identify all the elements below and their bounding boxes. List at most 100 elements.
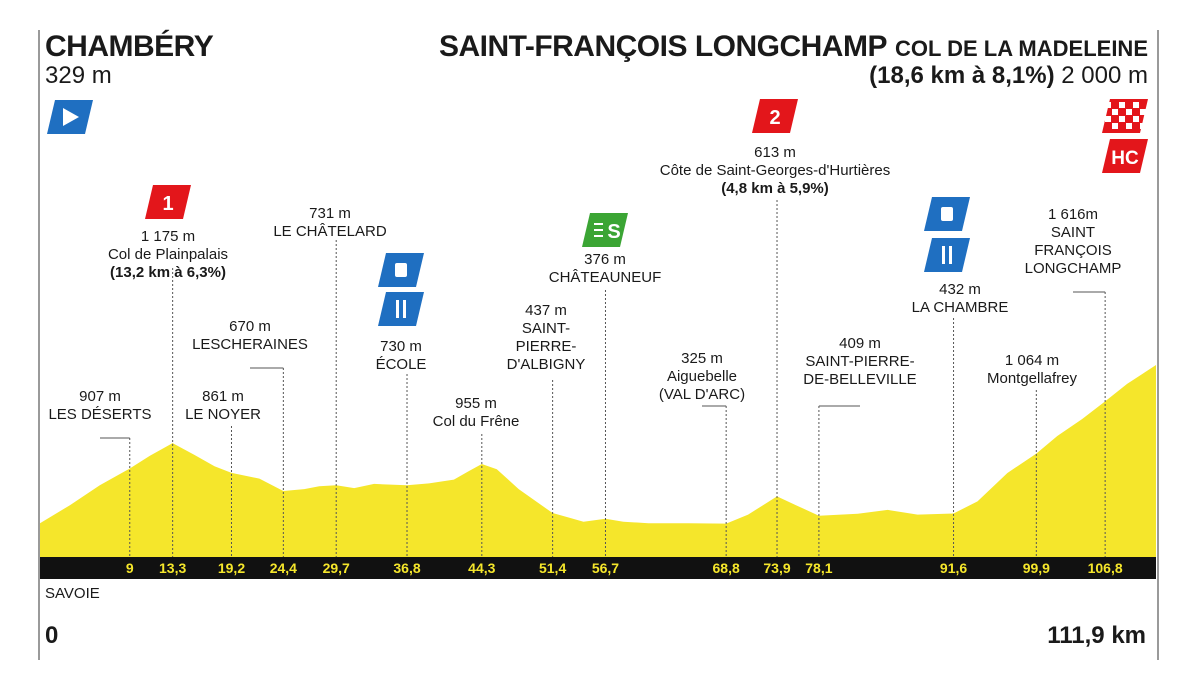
waypoint-label: 432 m LA CHAMBRE (912, 281, 1009, 317)
waypoint-name: LE NOYER (185, 406, 261, 423)
hc-label: HC (1111, 148, 1139, 169)
waypoint-name: LE CHÂTELARD (273, 223, 387, 240)
waypoint-name: FRANÇOIS (1034, 242, 1112, 259)
waypoint-name: Col du Frêne (432, 413, 520, 430)
checker-square (1140, 109, 1146, 115)
waypoint-climb: (13,2 km à 6,3%) (110, 264, 226, 281)
waypoint-altitude: 1 175 m (140, 228, 196, 245)
waypoint-name: (VAL D'ARC) (658, 386, 746, 403)
waypoint-name: ÉCOLE (375, 356, 427, 373)
profile-area (40, 365, 1156, 557)
waypoint-name: Aiguebelle (666, 368, 738, 385)
km-tick-label: 68,8 (713, 560, 740, 576)
kom-cat1-badge (145, 185, 191, 219)
waypoint-label: 861 m LE NOYER (185, 388, 261, 424)
waypoint-altitude: 325 m (681, 350, 723, 367)
waypoint-label: 437 m SAINT- PIERRE- D'ALBIGNY (507, 302, 586, 374)
fork-icon (942, 246, 945, 264)
km-tick-label: 9 (126, 560, 134, 576)
finish-altitude: 2 000 m (1061, 62, 1148, 89)
waypoint-name: DE-BELLEVILLE (803, 371, 917, 388)
waypoint-altitude: 409 m (839, 335, 881, 352)
waypoint-name: PIERRE- (515, 338, 577, 355)
frame-right-line (1157, 30, 1159, 660)
sprint-badge (582, 213, 628, 247)
waypoint-label: 1 064 m Montgellafrey (987, 352, 1077, 388)
km-tick-label: 91,6 (940, 560, 967, 576)
waypoint-name: SAINT- (521, 320, 571, 337)
checker-square (1140, 123, 1146, 129)
waypoint-name: Montgellafrey (986, 370, 1078, 387)
waypoint-name: LESCHERAINES (192, 336, 308, 353)
km-tick-label: 73,9 (763, 560, 790, 576)
waypoint-label: 1 616m SAINT FRANÇOIS LONGCHAMP (1025, 206, 1122, 278)
frame-left-line (38, 30, 40, 660)
waypoint-altitude: 1 616m (1047, 206, 1099, 223)
knife-icon (403, 300, 406, 318)
finish-header: SAINT-FRANÇOIS LONGCHAMP COL DE LA MADELE… (439, 30, 1148, 64)
waypoint-name: Côte de Saint-Georges-d'Hurtières (659, 162, 891, 179)
waypoint-label: 731 m LE CHÂTELARD (273, 205, 386, 241)
start-town: CHAMBÉRY (45, 30, 214, 63)
waypoint-altitude: 730 m (380, 338, 422, 355)
kom-cat1-label: 1 (162, 193, 173, 215)
knife-icon (949, 246, 952, 264)
finish-col: COL DE LA MADELEINE (894, 36, 1148, 61)
km-tick-label: 36,8 (393, 560, 420, 576)
checker-square (1112, 123, 1118, 129)
waypoint-label: 376 m CHÂTEAUNEUF (549, 251, 662, 287)
distance-start: 0 (45, 622, 59, 649)
checker-square (1126, 109, 1132, 115)
waypoint-altitude: 731 m (309, 205, 351, 222)
finish-town: SAINT-FRANÇOIS LONGCHAMP (438, 30, 888, 63)
km-tick-label: 99,9 (1023, 560, 1050, 576)
distance-end: 111,9 km (1047, 622, 1146, 649)
hc-badge (1102, 139, 1148, 173)
waypoint-name: LA CHAMBRE (911, 299, 1009, 316)
region-label: SAVOIE (45, 585, 100, 602)
waypoint-altitude: 1 064 m (1004, 352, 1060, 369)
bottle-icon (941, 207, 953, 221)
waypoint-altitude: 376 m (584, 251, 626, 268)
km-tick-label: 13,3 (159, 560, 186, 576)
play-triangle-icon (63, 108, 79, 126)
fork-icon (396, 300, 399, 318)
waypoint-altitude: 861 m (202, 388, 244, 405)
food-zone-icon (924, 238, 970, 272)
waypoint-altitude: 613 m (754, 144, 796, 161)
km-tick-label: 29,7 (323, 560, 350, 576)
checker-square (1119, 102, 1125, 108)
waypoint-altitude: 907 m (79, 388, 121, 405)
kom-cat2-label: 2 (769, 107, 780, 129)
waypoint-label: 1 175 m Col de Plainpalais (13,2 km à 6,3%… (108, 228, 228, 282)
kom-cat2-badge (752, 99, 798, 133)
km-tick-label: 19,2 (218, 560, 245, 576)
km-tick-label: 51,4 (539, 560, 566, 576)
waypoint-name: SAINT (1050, 224, 1096, 241)
waypoint-label: 730 m ÉCOLE (376, 338, 427, 374)
waypoint-altitude: 437 m (525, 302, 567, 319)
waypoint-name: D'ALBIGNY (506, 356, 586, 373)
finish-climb: (18,6 km à 8,1%) (869, 62, 1055, 89)
checker-square (1119, 116, 1125, 122)
bottle-icon (395, 263, 407, 277)
km-tick-label: 106,8 (1088, 560, 1123, 576)
waypoint-label: 955 m Col du Frêne (433, 395, 520, 431)
finish-subheader: (18,6 km à 8,1%) 2 000 m (869, 62, 1148, 90)
waypoint-name: LES DÉSERTS (48, 406, 152, 423)
waypoint-name: LONGCHAMP (1024, 260, 1122, 277)
waypoint-label: 409 m SAINT-PIERRE- DE-BELLEVILLE (803, 335, 916, 389)
waypoint-climb: (4,8 km à 5,9%) (721, 180, 829, 197)
waypoint-label: 907 m LES DÉSERTS (48, 388, 151, 424)
waypoint-label: 613 m Côte de Saint-Georges-d'Hurtières (4… (660, 144, 890, 198)
checker-square (1126, 123, 1132, 129)
checker-square (1112, 109, 1118, 115)
start-altitude: 329 m (45, 62, 112, 89)
waypoint-label: 325 m Aiguebelle (VAL D'ARC) (659, 350, 745, 404)
food-zone-icon (378, 292, 424, 326)
km-tick-label: 78,1 (805, 560, 832, 576)
distance-bar (40, 557, 1156, 579)
checker-square (1133, 116, 1139, 122)
checker-square (1133, 102, 1139, 108)
